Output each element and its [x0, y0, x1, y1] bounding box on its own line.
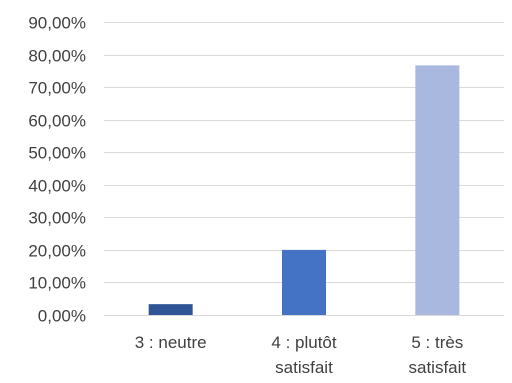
x-category-label-line: 5 : très — [411, 333, 463, 352]
x-category-label-line: satisfait — [275, 358, 333, 377]
bar — [148, 304, 193, 315]
y-tick-label: 40,00% — [28, 177, 86, 196]
x-category-label: 4 : plutôt satisfait — [271, 333, 336, 377]
bar — [415, 65, 460, 316]
bar — [282, 249, 326, 315]
y-tick-label: 0,00% — [38, 307, 86, 326]
x-axis-category-labels: 3 : neutre 4 : plutôt satisfait 5 : très sat… — [135, 333, 467, 377]
y-tick-label: 60,00% — [28, 112, 86, 131]
x-category-label-line: 3 : neutre — [135, 333, 207, 352]
y-tick-label: 70,00% — [28, 79, 86, 98]
y-axis-tick-labels: 0,00% 10,00% 20,00% 30,00% 40,00% 50,00% 60,00… — [28, 14, 86, 326]
y-tick-label: 50,00% — [28, 144, 86, 163]
x-category-label: 5 : très satisfait — [409, 333, 467, 377]
bars — [148, 65, 460, 316]
x-category-label-line: 4 : plutôt — [271, 333, 336, 352]
y-tick-label: 30,00% — [28, 209, 86, 228]
y-tick-label: 10,00% — [28, 274, 86, 293]
y-tick-label: 90,00% — [28, 14, 86, 33]
y-tick-label: 20,00% — [28, 242, 86, 261]
x-category-label-line: satisfait — [409, 358, 467, 377]
gridlines — [104, 22, 504, 316]
y-tick-label: 80,00% — [28, 47, 86, 66]
x-category-label: 3 : neutre — [135, 333, 207, 352]
